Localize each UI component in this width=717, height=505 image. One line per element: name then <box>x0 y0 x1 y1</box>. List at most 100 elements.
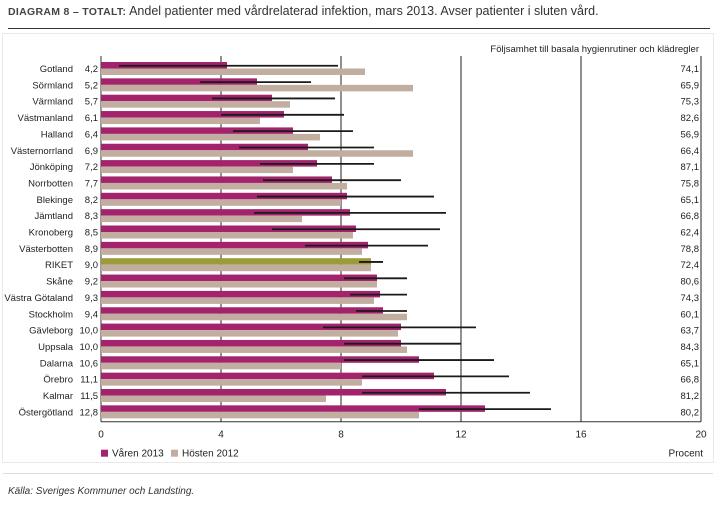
bar-autumn-2012 <box>101 346 407 353</box>
compliance-value: 72,4 <box>681 260 700 271</box>
bar-autumn-2012 <box>101 150 413 157</box>
value-label: 6,4 <box>85 129 98 140</box>
bar-autumn-2012 <box>101 379 362 386</box>
category-label: Norrbotten <box>28 178 73 189</box>
compliance-header: Följsamhet till basala hygienrutiner och… <box>490 44 699 55</box>
bar-spring-2013 <box>101 78 257 85</box>
value-label: 8,3 <box>85 211 98 222</box>
compliance-value: 66,8 <box>681 211 700 222</box>
bar-autumn-2012 <box>101 84 413 92</box>
chart-title-prefix: DIAGRAM 8 – TOTALT: <box>8 6 127 18</box>
bar-spring-2013 <box>101 209 350 216</box>
category-label: Uppsala <box>38 342 74 353</box>
x-tick-label: 16 <box>575 430 587 441</box>
x-tick-label: 12 <box>455 430 467 441</box>
value-label: 5,2 <box>85 80 98 91</box>
compliance-value: 82,6 <box>681 113 700 124</box>
bar-autumn-2012 <box>101 411 419 419</box>
value-label: 8,9 <box>85 244 98 255</box>
value-label: 12,8 <box>80 407 99 418</box>
category-label: RIKET <box>45 260 73 271</box>
compliance-value: 84,3 <box>681 342 700 353</box>
bar-spring-2013 <box>101 176 332 183</box>
bar-autumn-2012 <box>101 313 407 321</box>
bar-autumn-2012 <box>101 362 341 370</box>
category-label: Västernorrland <box>11 146 73 157</box>
legend-label-spring: Våren 2013 <box>112 448 164 460</box>
bar-spring-2013 <box>101 192 347 200</box>
compliance-value: 66,8 <box>681 375 700 386</box>
bar-autumn-2012 <box>101 117 260 125</box>
bar-spring-2013 <box>101 241 368 249</box>
value-label: 7,2 <box>85 162 98 173</box>
category-label: Västra Götaland <box>4 293 73 304</box>
x-tick-label: 20 <box>695 430 707 441</box>
value-label: 6,9 <box>85 146 98 157</box>
category-label: Jönköping <box>30 162 73 173</box>
category-label: Gotland <box>40 64 73 75</box>
bar-spring-2013 <box>101 258 371 265</box>
value-label: 4,2 <box>85 64 98 75</box>
compliance-value: 81,2 <box>681 391 700 402</box>
bar-autumn-2012 <box>101 182 347 190</box>
compliance-value: 75,8 <box>681 178 700 189</box>
compliance-value: 87,1 <box>681 162 700 173</box>
bar-spring-2013 <box>101 339 401 347</box>
value-label: 11,1 <box>80 375 98 386</box>
value-label: 9,3 <box>85 293 98 304</box>
chart-panel: Följsamhet till basala hygienrutiner och… <box>3 34 713 462</box>
category-label: Halland <box>41 129 73 140</box>
bar-spring-2013 <box>101 94 272 102</box>
category-label: Östergötland <box>19 407 73 418</box>
compliance-value: 80,2 <box>681 407 700 418</box>
category-label: Dalarna <box>40 358 74 369</box>
compliance-value: 65,1 <box>681 195 700 206</box>
bar-autumn-2012 <box>101 330 398 337</box>
bar-autumn-2012 <box>101 395 326 402</box>
bar-spring-2013 <box>101 372 434 380</box>
value-label: 6,1 <box>85 113 98 124</box>
value-label: 8,2 <box>85 195 98 206</box>
x-tick-label: 8 <box>338 430 344 441</box>
value-label: 11,5 <box>80 391 98 402</box>
value-label: 8,5 <box>85 228 98 239</box>
compliance-value: 63,7 <box>681 326 700 337</box>
bar-autumn-2012 <box>101 215 302 223</box>
x-axis-label: Procent <box>669 449 704 460</box>
value-label: 10,0 <box>80 326 99 337</box>
bar-spring-2013 <box>101 143 308 151</box>
compliance-value: 65,9 <box>681 80 700 91</box>
chart-title: DIAGRAM 8 – TOTALT: Andel patienter med … <box>8 4 713 18</box>
source-note: Källa: Sveriges Kommuner och Landsting. <box>8 486 195 497</box>
category-label: Västmanland <box>18 113 73 124</box>
compliance-value: 56,9 <box>681 129 700 140</box>
compliance-value: 66,4 <box>681 146 700 157</box>
bar-spring-2013 <box>101 323 401 331</box>
bar-spring-2013 <box>101 290 380 298</box>
value-label: 9,2 <box>85 277 98 288</box>
bar-spring-2013 <box>101 405 485 412</box>
compliance-value: 60,1 <box>681 309 700 320</box>
category-label: Gävleborg <box>29 326 73 337</box>
bar-spring-2013 <box>101 274 377 282</box>
category-label: Jämtland <box>34 211 73 222</box>
bar-autumn-2012 <box>101 199 341 206</box>
bar-chart: Följsamhet till basala hygienrutiner och… <box>4 44 707 460</box>
bar-autumn-2012 <box>101 68 365 75</box>
compliance-value: 78,8 <box>681 244 700 255</box>
bar-spring-2013 <box>101 356 419 363</box>
bar-autumn-2012 <box>101 264 371 272</box>
category-label: Kronoberg <box>29 228 73 239</box>
bar-autumn-2012 <box>101 248 362 255</box>
category-label: Värmland <box>32 97 73 108</box>
chart-title-text: Andel patienter med vårdrelaterad infekt… <box>129 4 599 18</box>
category-label: Skåne <box>46 277 73 288</box>
compliance-value: 74,1 <box>681 64 700 75</box>
bar-spring-2013 <box>101 307 383 314</box>
value-label: 5,7 <box>85 97 98 108</box>
x-tick-label: 0 <box>98 430 104 441</box>
value-label: 9,0 <box>85 260 98 271</box>
bar-autumn-2012 <box>101 101 290 108</box>
legend-swatch-spring <box>101 449 108 457</box>
category-label: Sörmland <box>32 80 73 91</box>
